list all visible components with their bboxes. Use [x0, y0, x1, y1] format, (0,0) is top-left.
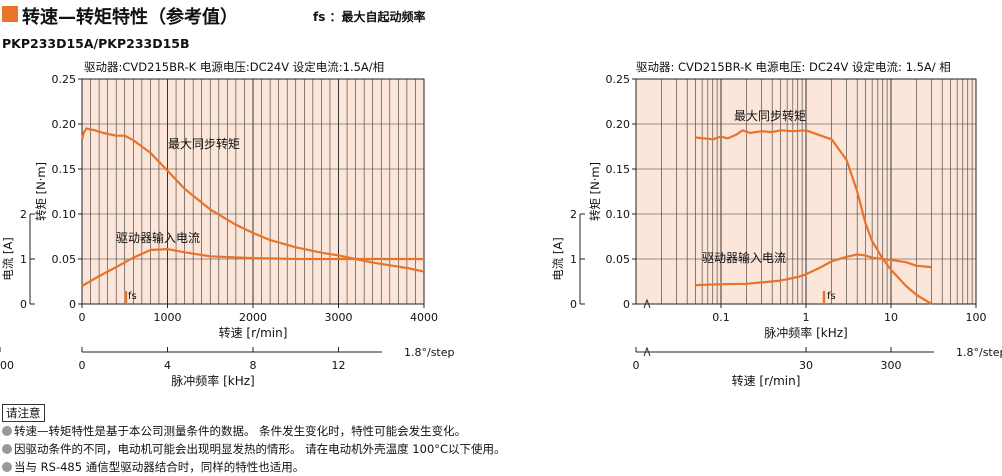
secondary-x-tick-label: 300 [881, 359, 902, 372]
x-tick-label: 10 [884, 311, 898, 324]
y-tick-label: 0.10 [52, 208, 77, 221]
secondary-x-tick-label: 3000 [0, 359, 14, 372]
model-number: PKP233D15A/PKP233D15B [2, 36, 190, 51]
secondary-x-tick-label: 30 [799, 359, 813, 372]
y-tick-label: 0.25 [52, 73, 77, 86]
note-item: 转速—转矩特性是基于本公司测量条件的数据。 条件发生变化时，特性可能会发生变化。 [2, 424, 466, 439]
y-tick-label: 0.10 [606, 208, 631, 221]
x-tick-label: 0.1 [712, 311, 730, 324]
secondary-x-tick-label: 12 [332, 359, 346, 372]
section-marker-icon [2, 6, 18, 22]
y-tick-label: 0 [623, 298, 630, 311]
note-text: 当与 RS-485 通信型驱动器结合时，同样的特性也适用。 [14, 460, 304, 474]
note-text: 转速—转矩特性是基于本公司测量条件的数据。 条件发生变化时，特性可能会发生变化。 [14, 424, 466, 438]
y-tick-label: 0.05 [52, 253, 77, 266]
x-axis-label: 转速 [r/min] [219, 325, 288, 340]
current-series-label: 驱动器输入电流 [702, 250, 786, 265]
x-tick-label: 3000 [325, 311, 353, 324]
chart-subtitle: 驱动器: CVD215BR-K 电源电压: DC24V 设定电流: 1.5A/ … [636, 60, 951, 74]
x-tick-label: 2000 [239, 311, 267, 324]
secondary-y-tick-label: 2 [20, 208, 27, 221]
x-tick-label: 1 [803, 311, 810, 324]
x-tick-label: 100 [966, 311, 987, 324]
bullet-icon [2, 426, 12, 436]
note-text: 因驱动条件的不同，电动机可能会出现明显发热的情形。 请在电动机外壳温度 100°… [14, 442, 506, 456]
x-tick-label: 0 [79, 311, 86, 324]
note-item: 因驱动条件的不同，电动机可能会出现明显发热的情形。 请在电动机外壳温度 100°… [2, 442, 506, 457]
y-axis-label: 转矩 [N·m] [34, 162, 48, 221]
x-axis-label: 脉冲频率 [kHz] [764, 325, 847, 340]
secondary-x-tick-label: 8 [250, 359, 257, 372]
y-axis-label: 转矩 [N·m] [588, 162, 602, 221]
x-tick-label: 4000 [410, 311, 438, 324]
y-tick-label: 0.25 [606, 73, 631, 86]
x-tick-label: 1000 [154, 311, 182, 324]
notes-heading: 请注意 [2, 404, 45, 422]
note-item: 当与 RS-485 通信型驱动器结合时，同样的特性也适用。 [2, 460, 304, 475]
page-title: 转速—转矩特性（参考值） [22, 3, 238, 29]
chart-subtitle: 驱动器:CVD215BR-K 电源电压:DC24V 设定电流:1.5A/相 [84, 60, 384, 74]
current-series-label: 驱动器输入电流 [116, 230, 200, 245]
y-tick-label: 0.20 [52, 118, 77, 131]
fs-label: fs [128, 291, 137, 302]
step-angle-note: 1.8°/step [404, 346, 455, 359]
torque-series-label: 最大同步转矩 [168, 136, 240, 151]
secondary-y-tick-label: 1 [20, 253, 27, 266]
y-tick-label: 0 [69, 298, 76, 311]
fs-label: fs [827, 291, 836, 302]
y-tick-label: 0.05 [606, 253, 631, 266]
secondary-x-tick-label: 0 [79, 359, 86, 372]
secondary-y-tick-label: 2 [570, 208, 577, 221]
secondary-y-axis-label: 电流 [A] [1, 237, 15, 281]
secondary-x-axis-label: 转速 [r/min] [732, 373, 801, 388]
page-header: 转速—转矩特性（参考值） fs ：最大自起动频率 [0, 0, 1002, 30]
secondary-y-tick-label: 1 [570, 253, 577, 266]
bullet-icon [2, 462, 12, 472]
y-tick-label: 0.15 [606, 163, 631, 176]
y-tick-label: 0.15 [52, 163, 77, 176]
secondary-x-tick-label: 4 [164, 359, 171, 372]
secondary-y-tick-label: 0 [20, 298, 27, 311]
charts-area: 驱动器:CVD215BR-K 电源电压:DC24V 设定电流:1.5A/相 0 0.… [0, 50, 1002, 390]
step-angle-note: 1.8°/step [956, 346, 1002, 359]
secondary-x-axis-label: 脉冲频率 [kHz] [171, 373, 254, 388]
torque-series-label: 最大同步转矩 [734, 108, 806, 123]
bullet-icon [2, 444, 12, 454]
secondary-y-axis-label: 电流 [A] [551, 237, 565, 281]
secondary-x-tick-label: 0 [633, 359, 640, 372]
secondary-y-tick-label: 0 [570, 298, 577, 311]
y-tick-label: 0.20 [606, 118, 631, 131]
fs-definition-note: fs ：最大自起动频率 [313, 8, 426, 25]
